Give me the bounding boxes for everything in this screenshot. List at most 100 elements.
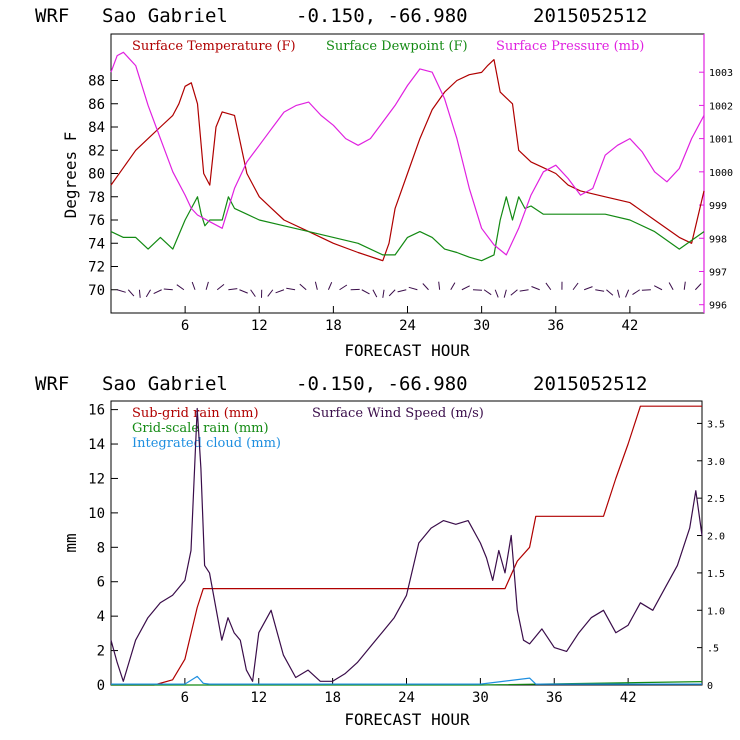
top-ytick-label: 84	[88, 120, 105, 136]
top-y2tick-label: 999	[709, 201, 727, 212]
wind-barb	[145, 289, 151, 298]
bottom-ytick-label: 14	[88, 437, 105, 453]
legend-gridscale-rain: Grid-scale rain (mm)	[132, 421, 269, 436]
bottom-xlabel: FORECAST HOUR	[344, 710, 470, 729]
legend-dewpoint: Surface Dewpoint (F)	[326, 39, 468, 54]
bottom-header-init: 2015052512	[533, 373, 647, 395]
wind-barb	[583, 286, 593, 291]
bottom-header-model: WRF	[35, 373, 69, 395]
wind-barb	[361, 289, 370, 295]
top-xlabel: FORECAST HOUR	[344, 341, 470, 360]
wind-barb	[314, 281, 318, 290]
top-xtick-label: 6	[181, 318, 189, 334]
wind-barb	[117, 289, 126, 293]
bottom-series-integrated-cloud	[111, 675, 702, 685]
top-y2tick-label: 997	[709, 267, 727, 278]
top-xtick-label: 36	[547, 318, 564, 334]
top-xtick-label: 24	[399, 318, 416, 334]
top-ylabel: Degrees F	[61, 132, 80, 219]
bottom-ytick-label: 16	[88, 403, 105, 419]
bottom-y2tick-label: 1.5	[707, 569, 725, 580]
top-y2tick-label: 1001	[709, 135, 733, 146]
top-ytick-label: 72	[88, 260, 105, 276]
wind-barb	[494, 289, 499, 298]
bottom-y2tick-label: 3.0	[707, 457, 725, 468]
wind-barb	[422, 283, 429, 291]
wind-barb	[176, 284, 185, 291]
top-ytick-label: 74	[88, 236, 105, 252]
wind-barb	[438, 281, 441, 290]
wind-barb	[683, 281, 686, 290]
bottom-y2tick-label: 2.5	[707, 494, 725, 505]
top-xtick-label: 12	[251, 318, 268, 334]
wind-barb	[572, 282, 579, 291]
bottom-header-coords: -0.150, -66.980	[296, 373, 468, 395]
wind-barb	[450, 282, 456, 291]
wind-barb	[163, 288, 173, 291]
bottom-y2tick-label: 3.5	[707, 419, 725, 430]
bottom-xtick-label: 42	[620, 690, 637, 706]
bottom-ytick-label: 0	[97, 678, 105, 694]
top-y2tick-label: 1002	[709, 101, 733, 112]
wind-barb	[299, 283, 307, 291]
top-series-surface-pressure	[110, 51, 705, 256]
bottom-ytick-label: 2	[97, 644, 105, 660]
wind-barb	[545, 282, 552, 291]
wind-barb	[519, 289, 529, 292]
wind-barb	[205, 281, 209, 290]
top-header-model: WRF	[35, 5, 69, 27]
bottom-xtick-label: 6	[181, 690, 189, 706]
bottom-xtick-label: 12	[250, 690, 267, 706]
top-chart: WRF Sao Gabriel -0.150, -66.980 20150525…	[35, 5, 733, 360]
wind-barb	[694, 283, 702, 291]
legend-pressure: Surface Pressure (mb)	[496, 39, 644, 54]
wind-barb	[408, 286, 418, 291]
top-ytick-label: 70	[88, 283, 105, 299]
bottom-xtick-label: 24	[398, 690, 415, 706]
top-xtick-label: 42	[621, 318, 638, 334]
top-y2tick-label: 998	[709, 234, 727, 245]
top-ytick-label: 80	[88, 167, 105, 183]
bottom-y2tick-label: 2.0	[707, 532, 725, 543]
bottom-ytick-label: 8	[97, 540, 105, 556]
wind-barb	[653, 285, 663, 291]
wind-barb	[250, 289, 256, 297]
top-header-init: 2015052512	[533, 5, 647, 27]
bottom-ytick-label: 10	[88, 506, 105, 522]
bottom-y2tick-label: 1.0	[707, 606, 725, 617]
bottom-ytick-label: 6	[97, 575, 105, 591]
wind-barb	[228, 288, 238, 291]
wind-barb	[327, 282, 333, 290]
wind-barb	[382, 289, 385, 298]
legend-subgrid-rain: Sub-grid rain (mm)	[132, 406, 259, 421]
wind-barb	[216, 284, 225, 291]
wind-barb	[191, 281, 196, 290]
wind-barb	[286, 287, 296, 291]
wind-barb	[372, 289, 378, 298]
legend-wind-speed: Surface Wind Speed (m/s)	[312, 406, 484, 421]
top-ytick-label: 86	[88, 97, 105, 113]
top-ytick-label: 88	[88, 74, 105, 90]
wind-barb	[388, 289, 396, 297]
wind-barb	[617, 289, 620, 298]
top-ytick-label: 78	[88, 190, 105, 206]
bottom-header-location: Sao Gabriel	[102, 373, 228, 395]
top-y2tick-label: 1000	[709, 168, 733, 179]
wind-barb	[668, 282, 674, 290]
wind-barb	[275, 289, 285, 294]
wind-barb	[472, 289, 483, 291]
legend-integrated-cloud: Integrated cloud (mm)	[132, 436, 281, 451]
wind-barbs	[117, 281, 702, 298]
wind-barb	[153, 289, 162, 295]
wind-barb	[483, 289, 492, 296]
wind-barb	[632, 289, 641, 296]
top-xtick-label: 30	[473, 318, 490, 334]
legend-temperature: Surface Temperature (F)	[132, 39, 296, 54]
wind-barb	[339, 284, 348, 291]
top-xtick-label: 18	[325, 318, 342, 334]
bottom-chart: WRF Sao Gabriel -0.150, -66.980 20150525…	[35, 373, 725, 729]
wind-barb	[267, 289, 274, 297]
bottom-series-grid-scale-rain	[111, 681, 703, 686]
bottom-series-sub-grid-rain	[111, 405, 702, 686]
